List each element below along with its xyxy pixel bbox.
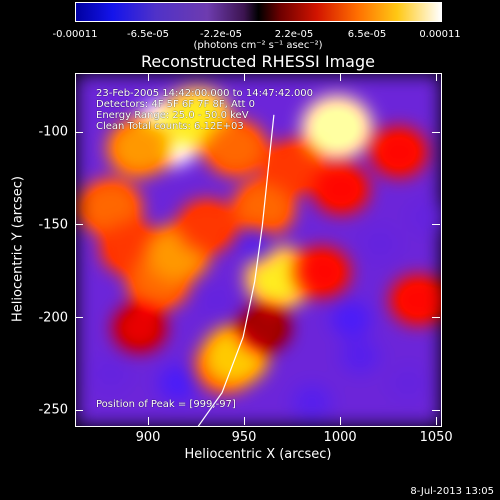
- plot-area: 23-Feb-2005 14:42:00.000 to 14:47:42.000…: [75, 73, 442, 427]
- x-tick-label: 1000: [323, 430, 357, 445]
- x-tick-label: 950: [231, 430, 257, 445]
- heatmap-source: [90, 356, 131, 393]
- x-tick-mark: [339, 73, 341, 81]
- y-tick-mark: [75, 131, 83, 133]
- y-tick-label: -100: [38, 124, 68, 140]
- heatmap-source: [292, 383, 333, 420]
- x-tick-mark: [435, 417, 437, 425]
- heatmap-source: [157, 365, 198, 402]
- heatmap-source: [390, 275, 441, 326]
- heatmap-source: [359, 226, 400, 263]
- heatmap-source: [388, 365, 429, 402]
- heatmap-source: [196, 282, 237, 319]
- x-tick-mark: [147, 417, 149, 425]
- chart-title: Reconstructed RHESSI Image: [141, 52, 375, 71]
- y-tick-mark: [432, 317, 440, 319]
- heatmap-source: [234, 226, 275, 263]
- y-tick-label: -250: [38, 402, 68, 418]
- heatmap-source: [112, 303, 166, 352]
- timestamp: 8-Jul-2013 13:05: [410, 486, 494, 497]
- info-detectors: Detectors: 4F 5F 6F 7F 8F, Att 0: [96, 99, 256, 110]
- y-axis-label: Heliocentric Y (arcsec): [10, 176, 26, 322]
- y-tick-mark: [75, 317, 83, 319]
- info-energy-range: Energy Range: 25.0 - 50.0 keV: [96, 110, 249, 121]
- heatmap-source: [238, 304, 290, 351]
- heatmap-source: [177, 199, 236, 252]
- y-tick-mark: [432, 224, 440, 226]
- y-tick-mark: [432, 409, 440, 411]
- colorbar-tick-label: 2.2e-05: [274, 29, 314, 40]
- x-tick-label: 1050: [419, 430, 453, 445]
- x-tick-mark: [243, 73, 245, 81]
- heatmap-source: [370, 126, 427, 177]
- x-tick-mark: [339, 417, 341, 425]
- colorbar: [75, 2, 442, 22]
- y-tick-mark: [75, 224, 83, 226]
- colorbar-tick-label: 0.00011: [419, 29, 461, 40]
- x-axis-label: Heliocentric X (arcsec): [184, 447, 332, 462]
- y-tick-label: -150: [38, 217, 68, 233]
- x-tick-mark: [435, 73, 437, 81]
- info-time-range: 23-Feb-2005 14:42:00.000 to 14:47:42.000: [96, 88, 314, 99]
- x-tick-mark: [147, 73, 149, 81]
- info-peak-position: Position of Peak = [999,-97]: [96, 399, 236, 410]
- colorbar-tick-label: 6.5e-05: [347, 29, 387, 40]
- heatmap-source: [407, 198, 441, 235]
- heatmap-source: [340, 337, 381, 374]
- heatmap-source: [302, 96, 373, 160]
- x-tick-label: 900: [135, 430, 161, 445]
- y-tick-mark: [432, 131, 440, 133]
- colorbar-tick-label: -6.5e-05: [127, 29, 169, 40]
- y-tick-label: -200: [38, 310, 68, 326]
- heatmap-source: [313, 163, 369, 214]
- x-tick-mark: [243, 417, 245, 425]
- colorbar-tick-label: -2.2e-05: [200, 29, 242, 40]
- heatmap-source: [294, 247, 350, 298]
- heatmap-source: [330, 300, 371, 337]
- colorbar-tick-label: -0.00011: [52, 29, 98, 40]
- heatmap-source: [107, 119, 171, 177]
- info-algorithm: Clean Total counts: 6.12E+03: [96, 121, 244, 132]
- colorbar-unit-label: (photons cm⁻² s⁻¹ asec⁻²): [193, 40, 323, 51]
- y-tick-mark: [75, 409, 83, 411]
